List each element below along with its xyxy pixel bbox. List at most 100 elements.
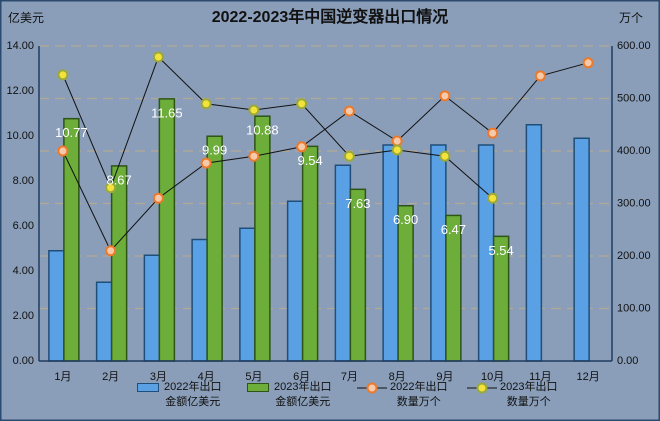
x-tick-label: 8月 (389, 371, 406, 383)
data-label-2023-amount: 11.65 (151, 105, 183, 120)
bar-2023-amount (158, 98, 176, 362)
point-2023-quantity (439, 150, 451, 162)
data-label-2023-amount: 10.88 (246, 123, 279, 138)
data-label-2023-amount: 9.54 (297, 153, 322, 168)
point-2023-quantity (248, 104, 260, 116)
bar-2022-amount (239, 227, 256, 362)
bar-2023-amount (397, 205, 414, 362)
left-tick-label: 12.00 (6, 85, 34, 97)
data-label-2023-amount: 5.54 (488, 243, 513, 258)
legend-marker-icon (366, 382, 378, 394)
point-2022-quantity (391, 135, 403, 147)
x-tick-label: 11月 (529, 371, 551, 383)
legend-line-2022-quantity (357, 382, 387, 394)
text-labels: 0.00 2.00 4.00 6.00 8.00 10.00 12.00 14.00 0.00 1… (6, 40, 650, 383)
x-tick-label: 7月 (341, 371, 358, 383)
series-lines (62, 56, 589, 252)
point-2022-quantity (200, 157, 212, 169)
data-label-2023-amount: 6.47 (441, 222, 466, 237)
legend: 2022年出口 金额亿美元 2023年出口 金额亿美元 2022年出口 数量万个… (137, 380, 577, 410)
right-tick-label: 400.00 (617, 145, 651, 157)
data-label-2023-amount: 6.90 (393, 212, 418, 227)
left-tick-label: 4.00 (13, 265, 34, 277)
bar-2022-amount (573, 137, 590, 362)
bar-2022-amount (191, 238, 208, 362)
point-2022-quantity (487, 127, 499, 139)
bar-2022-amount (430, 144, 447, 362)
bar-2022-amount (48, 250, 65, 362)
x-tick-label: 3月 (150, 371, 167, 383)
point-2022-quantity (439, 90, 451, 102)
bar-2022-amount (525, 124, 543, 362)
point-2023-quantity (200, 98, 212, 110)
point-2023-quantity (105, 182, 117, 194)
point-2023-quantity (487, 192, 499, 204)
bar-2022-amount (286, 200, 304, 362)
right-tick-label: 0.00 (617, 355, 638, 367)
x-tick-label: 2月 (102, 371, 119, 383)
x-tick-label: 1月 (54, 371, 71, 383)
legend-item-2023-quantity: 2023年出口 数量万个 (467, 380, 577, 410)
left-tick-label: 2.00 (13, 310, 34, 322)
legend-swatch-2023-amount (247, 383, 269, 392)
legend-swatch-2022-amount (137, 383, 159, 392)
bar-2023-amount (110, 165, 128, 362)
legend-label-2023-quantity: 2023年出口 数量万个 (500, 381, 558, 408)
bar-2022-amount (382, 144, 399, 362)
chart-title: 2022-2023年中国逆变器出口情况 (211, 9, 449, 26)
legend-marker-icon (476, 382, 488, 394)
bar-2023-amount (445, 214, 462, 362)
point-2022-quantity (248, 150, 260, 162)
x-tick-label: 12月 (577, 371, 600, 383)
right-tick-label: 100.00 (617, 302, 651, 314)
point-2023-quantity (296, 98, 308, 110)
legend-item-2022-amount: 2022年出口 金额亿美元 (137, 380, 247, 410)
point-2022-quantity (296, 141, 308, 153)
point-2023-quantity (152, 51, 164, 63)
left-axis-title: 亿美元 (8, 11, 45, 25)
x-tick-label: 10月 (481, 371, 504, 383)
x-tick-label: 6月 (293, 371, 310, 383)
line-2022-quantity (62, 62, 589, 252)
x-tick-label: 4月 (198, 371, 215, 383)
bar-2022-amount (143, 254, 161, 362)
legend-label-2022-quantity: 2022年出口 数量万个 (390, 381, 448, 408)
point-2023-quantity (57, 69, 69, 81)
bar-2022-amount (95, 281, 113, 362)
point-2023-quantity (391, 144, 403, 156)
axes (38, 46, 613, 362)
right-tick-label: 200.00 (617, 250, 651, 262)
right-tick-label: 300.00 (617, 197, 651, 209)
right-tick-label: 500.00 (617, 92, 651, 104)
point-2022-quantity (57, 145, 69, 157)
bar-2023-amount (206, 135, 223, 362)
left-tick-label: 14.00 (6, 40, 34, 52)
point-2022-quantity (343, 105, 355, 117)
legend-label-2023-amount: 2023年出口 金额亿美元 (274, 381, 332, 408)
point-2022-quantity (534, 70, 546, 82)
legend-label-2022-amount: 2022年出口 金额亿美元 (164, 381, 222, 408)
point-2022-quantity (582, 57, 594, 69)
legend-item-2022-quantity: 2022年出口 数量万个 (357, 380, 467, 410)
x-tick-label: 5月 (245, 371, 262, 383)
bar-2023-amount (349, 188, 367, 362)
legend-line-2023-quantity (467, 382, 497, 394)
point-2022-quantity (152, 192, 164, 204)
right-tick-label: 600.00 (617, 40, 651, 52)
x-tick-label: 9月 (436, 371, 453, 383)
left-tick-label: 8.00 (13, 175, 34, 187)
series-markers (57, 51, 594, 257)
data-label-2023-amount: 10.77 (55, 125, 88, 140)
right-axis-title: 万个 (619, 11, 644, 25)
line-2023-quantity (62, 56, 493, 199)
data-label-2023-amount: 8.67 (106, 172, 131, 187)
left-tick-label: 6.00 (13, 220, 34, 232)
legend-item-2023-amount: 2023年出口 金额亿美元 (247, 380, 357, 410)
data-label-2023-amount: 9.99 (202, 143, 227, 158)
data-label-2023-amount: 7.63 (345, 196, 370, 211)
left-tick-label: 0.00 (13, 355, 34, 367)
point-2022-quantity (105, 245, 117, 257)
point-2023-quantity (343, 150, 355, 162)
